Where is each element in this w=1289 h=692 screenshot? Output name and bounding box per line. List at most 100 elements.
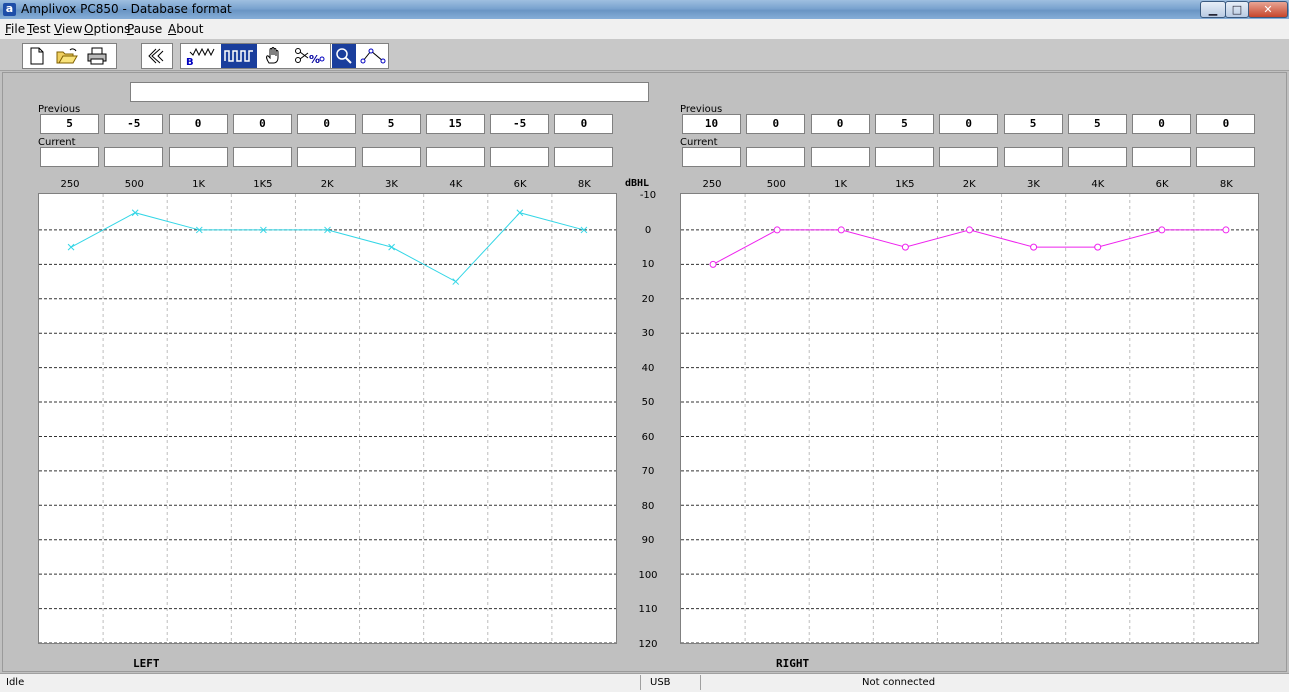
db-tick-label: 40	[641, 362, 655, 374]
status-divider	[640, 675, 641, 690]
right-previous-label: Previous	[680, 104, 723, 115]
db-tick-label: 0	[644, 224, 652, 236]
left-frequency-label: 250	[60, 179, 80, 190]
hand-icon[interactable]	[261, 44, 285, 68]
menu-bar: File Test View Options Pause About	[0, 19, 1289, 39]
menu-about-accelerator: A	[168, 22, 177, 36]
right-current-value-box[interactable]	[746, 147, 806, 167]
right-previous-value-box[interactable]: 10	[682, 114, 741, 134]
data-point-x-marker	[131, 209, 139, 217]
ear-sound-icon[interactable]	[144, 44, 168, 68]
scissors-icon[interactable]: %	[289, 44, 329, 68]
menu-view-accelerator: V	[54, 22, 62, 36]
svg-text:%: %	[309, 53, 320, 65]
left-current-value-box[interactable]	[297, 147, 357, 167]
menu-about[interactable]: About	[168, 22, 204, 36]
maximize-button[interactable]: □	[1225, 1, 1249, 18]
right-frequency-label: 2K	[962, 179, 976, 190]
left-previous-value-box[interactable]: -5	[104, 114, 164, 134]
left-current-value-box[interactable]	[490, 147, 550, 167]
toolbar: B %	[0, 39, 1289, 71]
right-previous-value-box[interactable]: 0	[1132, 114, 1192, 134]
connect-points-icon[interactable]	[359, 44, 387, 68]
svg-text:B: B	[186, 57, 194, 66]
left-audiogram-plot[interactable]	[38, 193, 617, 644]
patient-name-input[interactable]	[130, 82, 649, 102]
masking-icon[interactable]	[221, 44, 257, 68]
status-bar: Idle USB Not connected	[0, 673, 1289, 692]
right-previous-value-box[interactable]: 5	[874, 114, 934, 134]
left-current-value-box[interactable]	[232, 147, 292, 167]
left-current-value-box[interactable]	[104, 147, 164, 167]
right-frequency-label: 250	[702, 179, 722, 190]
minimize-button[interactable]: ▁	[1200, 1, 1226, 18]
right-previous-value-box[interactable]: 5	[1067, 114, 1127, 134]
menu-file[interactable]: File	[5, 22, 25, 36]
left-current-value-box[interactable]	[425, 147, 485, 167]
right-previous-value-box[interactable]: 0	[810, 114, 870, 134]
toolbar-group-view	[330, 43, 389, 69]
right-audiogram-svg	[681, 194, 1258, 644]
left-frequency-label: 2K	[320, 179, 334, 190]
right-current-value-box[interactable]	[1132, 147, 1192, 167]
data-point-o-marker	[1158, 226, 1166, 234]
printer-icon[interactable]	[85, 44, 109, 68]
left-current-value-box[interactable]	[554, 147, 614, 167]
left-previous-value-box[interactable]: -5	[490, 114, 550, 134]
left-previous-value-box[interactable]: 0	[168, 114, 228, 134]
data-point-x-marker	[580, 226, 588, 234]
right-current-value-box[interactable]	[1067, 147, 1127, 167]
data-point-x-marker	[67, 243, 75, 251]
right-previous-value-box[interactable]: 0	[939, 114, 999, 134]
left-current-value-box[interactable]	[40, 147, 99, 167]
window-title: Amplivox PC850 - Database format	[21, 2, 232, 16]
right-previous-value-box[interactable]: 0	[746, 114, 806, 134]
menu-test[interactable]: Test	[27, 22, 51, 36]
right-frequency-label: 1K	[834, 179, 848, 190]
db-tick-label: 80	[641, 500, 655, 512]
left-frequency-label: 1K	[192, 179, 206, 190]
menu-options-label: ptions	[93, 22, 131, 36]
right-current-value-box[interactable]	[682, 147, 741, 167]
right-current-value-box[interactable]	[874, 147, 934, 167]
data-point-x-marker	[388, 243, 395, 251]
menu-file-accelerator: F	[5, 22, 12, 36]
magnifier-icon[interactable]	[332, 44, 356, 68]
menu-about-label: bout	[176, 22, 204, 36]
right-audiogram-plot[interactable]	[680, 193, 1259, 644]
right-current-value-box[interactable]	[1003, 147, 1063, 167]
menu-options[interactable]: Options	[84, 22, 130, 36]
right-current-value-box[interactable]	[810, 147, 870, 167]
status-connection: Not connected	[862, 677, 936, 688]
left-previous-value-box[interactable]: 5	[40, 114, 99, 134]
db-tick-label: 100	[638, 569, 658, 581]
menu-pause[interactable]: Pause	[127, 22, 162, 36]
menu-view[interactable]: View	[54, 22, 82, 36]
dbhl-axis-label: dBHL	[625, 178, 650, 189]
left-previous-value-box[interactable]: 15	[425, 114, 485, 134]
title-bar[interactable]: a Amplivox PC850 - Database format ▁ □ ✕	[0, 0, 1289, 19]
bone-conduction-icon[interactable]: B	[183, 44, 219, 68]
right-current-value-box[interactable]	[1196, 147, 1256, 167]
close-button[interactable]: ✕	[1248, 1, 1288, 18]
data-point-x-marker	[516, 209, 524, 217]
left-previous-value-box[interactable]: 5	[361, 114, 421, 134]
new-document-icon[interactable]	[25, 44, 49, 68]
status-interface: USB	[650, 677, 671, 688]
left-frequency-label: 1K5	[253, 179, 273, 190]
right-frequency-label: 3K	[1027, 179, 1040, 190]
left-previous-value-box[interactable]: 0	[554, 114, 614, 134]
db-tick-label: 90	[641, 535, 655, 546]
left-previous-value-box[interactable]: 0	[232, 114, 292, 134]
right-previous-value-box[interactable]: 5	[1003, 114, 1063, 134]
left-current-value-box[interactable]	[361, 147, 421, 167]
right-previous-value-box[interactable]: 0	[1196, 114, 1256, 134]
data-point-o-marker	[1222, 226, 1230, 234]
open-folder-icon[interactable]	[55, 44, 79, 68]
db-tick-label: 110	[638, 604, 658, 615]
db-tick-label: 70	[641, 466, 655, 477]
left-current-value-box[interactable]	[168, 147, 228, 167]
left-previous-value-box[interactable]: 0	[297, 114, 357, 134]
right-current-value-box[interactable]	[939, 147, 999, 167]
menu-file-label: ile	[11, 22, 26, 36]
